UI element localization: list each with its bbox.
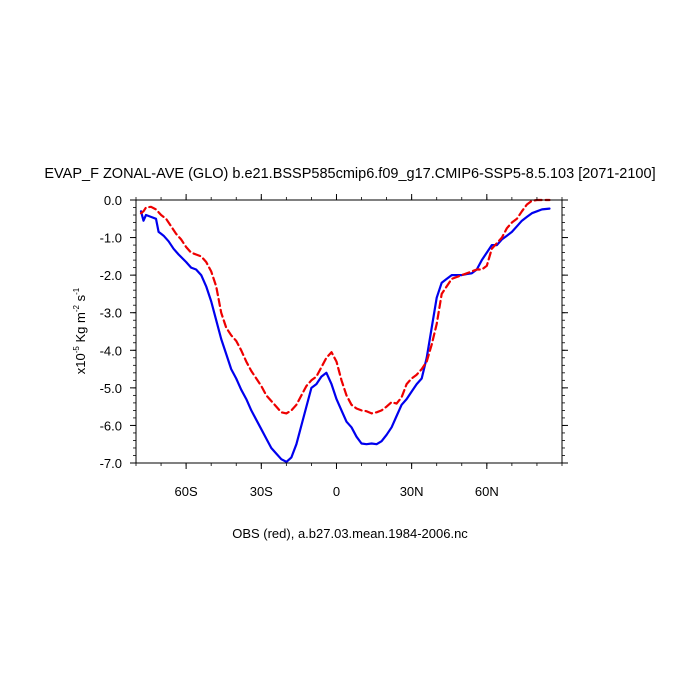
x-tick-label: 30N [400, 484, 424, 499]
y-tick-label: -4.0 [100, 343, 122, 358]
x-tick-label: 0 [333, 484, 340, 499]
y-tick-label: -5.0 [100, 381, 122, 396]
y-tick-label: -7.0 [100, 456, 122, 471]
y-tick-label: -1.0 [100, 231, 122, 246]
y-tick-label: -2.0 [100, 268, 122, 283]
axis-ticks: 0.0 -1.0 -2.0 -3.0 -4.0 -5.0 -6.0 -7.0 60S 30S 0 30… [100, 193, 568, 499]
y-tick-label: -3.0 [100, 306, 122, 321]
chart-footer: OBS (red), a.b27.03.mean.1984-2006.nc [232, 526, 468, 541]
plot-frame [135, 199, 563, 464]
y-tick-label: -6.0 [100, 418, 122, 433]
x-tick-label: 30S [250, 484, 273, 499]
y-axis-label: x10-5 Kg m-2 s-1 [72, 287, 88, 374]
series-line-obs [139, 198, 551, 415]
series-line-model [139, 207, 551, 463]
chart-title: EVAP_F ZONAL-AVE (GLO) b.e21.BSSP585cmip… [44, 166, 655, 182]
x-tick-label: 60N [475, 484, 499, 499]
x-tick-label: 60S [175, 484, 198, 499]
series-layer [139, 198, 551, 463]
y-tick-label: 0.0 [104, 193, 122, 208]
